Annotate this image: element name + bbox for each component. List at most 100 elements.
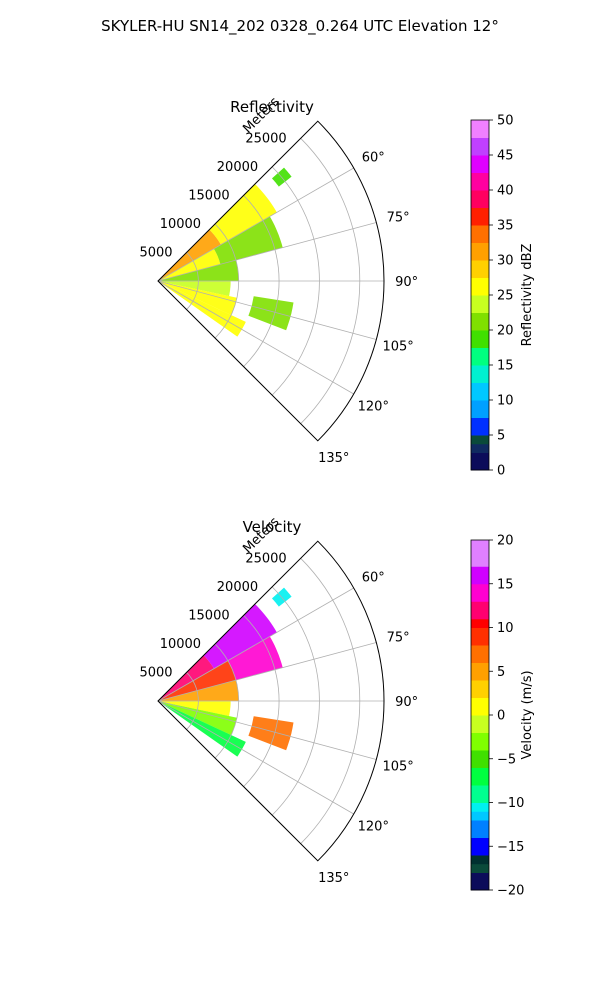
colorbar-tick-label: 5 <box>497 665 505 680</box>
colorbar-segment <box>471 417 489 427</box>
colorbar-segment <box>471 671 489 681</box>
echo-sector <box>158 281 231 297</box>
range-tick-label: 5000 <box>139 665 172 680</box>
colorbar-tick-label: 50 <box>497 114 514 129</box>
colorbar-segment <box>471 268 489 278</box>
echo-sector <box>227 636 283 681</box>
colorbar-segment <box>471 828 489 838</box>
colorbar-label: Reflectivity dBZ <box>520 244 535 347</box>
colorbar-tick-label: 10 <box>497 621 514 636</box>
angle-tick-label: 75° <box>387 631 410 646</box>
colorbar-tick-label: 15 <box>497 577 514 592</box>
colorbar-segment <box>471 452 489 462</box>
colorbar-segment <box>471 802 489 812</box>
colorbar-segment <box>471 461 489 471</box>
colorbar-segment <box>471 601 489 611</box>
colorbar-segment <box>471 303 489 313</box>
colorbar-segment <box>471 846 489 856</box>
angle-tick-label: 60° <box>362 571 385 586</box>
colorbar-segment <box>471 653 489 663</box>
colorbar-segment <box>471 592 489 602</box>
colorbar-segment <box>471 163 489 173</box>
colorbar-segment <box>471 855 489 865</box>
colorbar-segment <box>471 540 489 550</box>
angle-tick-label: 120° <box>358 399 389 414</box>
colorbar-segment <box>471 365 489 375</box>
echo-sector <box>209 184 277 245</box>
colorbar-segment <box>471 881 489 891</box>
colorbar-segment <box>471 330 489 340</box>
colorbar-segment <box>471 758 489 768</box>
range-tick-label: 25000 <box>245 131 286 146</box>
colorbar-segment <box>471 251 489 261</box>
colorbar-tick-label: 0 <box>497 464 505 479</box>
colorbar-segment <box>471 277 489 287</box>
colorbar-segment <box>471 793 489 803</box>
colorbar-segment <box>471 356 489 366</box>
colorbar-segment <box>471 146 489 156</box>
colorbar-segment <box>471 155 489 165</box>
range-tick-label: 20000 <box>217 160 258 175</box>
azimuth-gridline <box>157 280 377 340</box>
colorbar-label: Velocity (m/s) <box>520 670 535 759</box>
angle-tick-label: 60° <box>362 151 385 166</box>
azimuth-gridline <box>157 587 354 702</box>
colorbar-segment <box>471 286 489 296</box>
angle-tick-label: 135° <box>318 451 349 466</box>
colorbar-segment <box>471 295 489 305</box>
colorbar-segment <box>471 610 489 620</box>
echo-sector <box>158 655 214 701</box>
colorbar-segment <box>471 688 489 698</box>
panel-title: Velocity <box>243 518 302 536</box>
colorbar-tick-label: 0 <box>497 709 505 724</box>
angle-tick-label: 90° <box>395 695 418 710</box>
colorbar-tick-label: −10 <box>497 796 524 811</box>
colorbar-segment <box>471 216 489 226</box>
azimuth-gridline <box>157 280 354 395</box>
colorbar-segment <box>471 347 489 357</box>
colorbar-segment <box>471 636 489 646</box>
sector-frame <box>157 540 385 862</box>
colorbar-tick-label: 45 <box>497 149 514 164</box>
velocity-panel: Velocity 60° 75° 90° 105° 120° 135° 5000 10000 15… <box>139 514 535 898</box>
range-tick-label: 15000 <box>188 608 229 623</box>
colorbar-tick-label: 5 <box>497 429 505 444</box>
sector-frame <box>157 120 385 442</box>
angle-tick-label: 75° <box>387 211 410 226</box>
range-tick-label: 5000 <box>139 245 172 260</box>
colorbar-segment <box>471 242 489 252</box>
colorbar-segment <box>471 776 489 786</box>
colorbar-tick-label: 20 <box>497 324 514 339</box>
colorbar-segment <box>471 680 489 690</box>
colorbar-tick-label: −5 <box>497 752 516 767</box>
colorbar-tick-label: 35 <box>497 219 514 234</box>
echo-sector <box>158 248 221 281</box>
echo-sector <box>158 281 246 337</box>
colorbar-segment <box>471 662 489 672</box>
panel-title: Reflectivity <box>230 98 314 116</box>
colorbar-segment <box>471 400 489 410</box>
colorbar-segment <box>471 382 489 392</box>
angle-tick-label: 120° <box>358 819 389 834</box>
colorbar-tick-label: 15 <box>497 359 514 374</box>
colorbar-segment <box>471 190 489 200</box>
colorbar-segment <box>471 198 489 208</box>
reflectivity-panel: Reflectivity60°75°90°105°120°135°5000100… <box>139 94 535 478</box>
colorbar-segment <box>471 863 489 873</box>
colorbar-segment <box>471 741 489 751</box>
colorbar-tick-label: 25 <box>497 289 514 304</box>
azimuth-gridline <box>157 700 354 815</box>
colorbar-segment <box>471 785 489 795</box>
colorbar-segment <box>471 391 489 401</box>
colorbar-segment <box>471 181 489 191</box>
angle-tick-label: 105° <box>382 339 413 354</box>
colorbar-segment <box>471 706 489 716</box>
colorbar-segment <box>471 128 489 138</box>
angle-tick-label: 135° <box>318 871 349 886</box>
colorbar-segment <box>471 408 489 418</box>
echo-sector <box>158 660 236 701</box>
azimuth-gridline <box>157 700 377 760</box>
colorbar-segment <box>471 321 489 331</box>
colorbar-segment <box>471 260 489 270</box>
